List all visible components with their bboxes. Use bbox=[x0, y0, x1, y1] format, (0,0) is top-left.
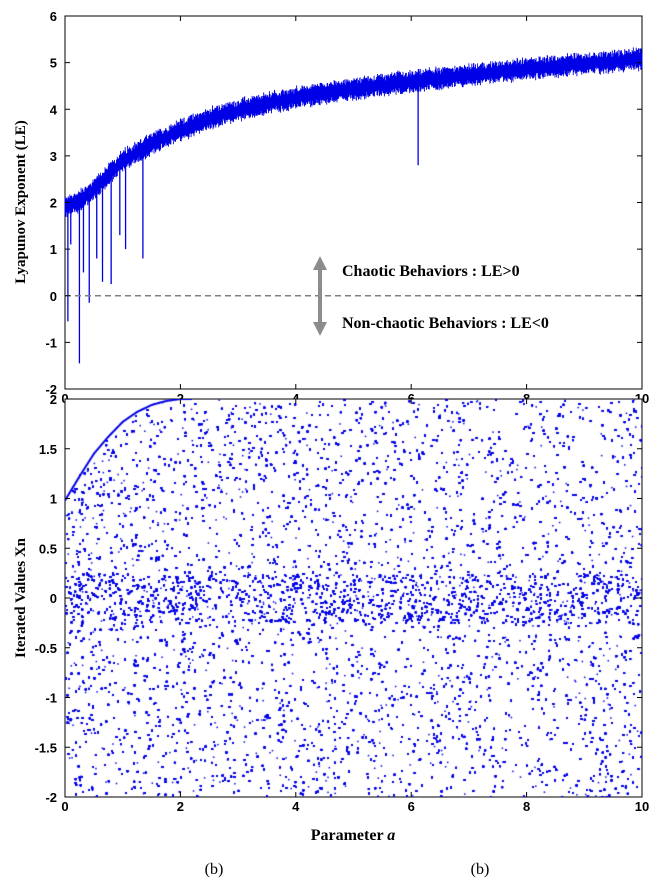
bifurcation-ylabel: Iterated Values Xn bbox=[13, 537, 29, 658]
bifurcation-ytick-label: -1 bbox=[45, 691, 57, 706]
bifurcation-ytick-label: 2 bbox=[50, 392, 57, 407]
bifurcation-ytick-label: -1.5 bbox=[35, 740, 57, 755]
bifurcation-xtick-label: 10 bbox=[635, 799, 649, 814]
bifurcation-scatter-canvas bbox=[65, 399, 642, 797]
lyapunov-marks bbox=[64, 47, 643, 364]
lyapunov-series-line bbox=[64, 47, 643, 218]
bifurcation-ticks: 0 2 4 6 8 10 -2 -1.5 -1 -0.5 0 0.5 1 1.5 2 bbox=[35, 392, 650, 814]
bifurcation-xtick-label: 6 bbox=[408, 799, 415, 814]
bifurcation-ytick-label: 1.5 bbox=[39, 442, 57, 457]
annotation-chaotic: Chaotic Behaviors : LE>0 bbox=[342, 263, 520, 280]
lyapunov-ytick-label: 2 bbox=[50, 196, 57, 211]
bifurcation-xlabel: Parameter a bbox=[311, 827, 396, 844]
lyapunov-plot-frame bbox=[64, 15, 643, 390]
bifurcation-scatter-points bbox=[65, 399, 642, 797]
lyapunov-ytick-label: 0 bbox=[50, 289, 57, 304]
bifurcation-marks bbox=[65, 399, 642, 797]
arrow-down-head bbox=[313, 322, 327, 336]
lyapunov-ytick-label: -1 bbox=[45, 335, 57, 350]
xlabel-text: Parameter bbox=[311, 827, 388, 844]
bifurcation-xtick-label: 0 bbox=[61, 799, 68, 814]
bifurcation-ytick-label: 0.5 bbox=[39, 541, 57, 556]
bifurcation-ytick-label: 1 bbox=[50, 492, 57, 507]
lyapunov-ytick-label: 5 bbox=[50, 56, 57, 71]
behavior-arrow bbox=[313, 256, 327, 336]
bifurcation-xtick-label: 8 bbox=[523, 799, 530, 814]
lyapunov-ytick-label: 6 bbox=[50, 9, 57, 24]
lyapunov-ytick-label: -2 bbox=[45, 382, 57, 397]
bifurcation-ytick-label: -2 bbox=[45, 790, 57, 805]
bifurcation-ytick-label: -0.5 bbox=[35, 641, 57, 656]
bifurcation-plot: 0 2 4 6 8 10 -2 -1.5 -1 -0.5 0 0.5 1 1.5 2 Iterated Va… bbox=[13, 392, 649, 844]
caption-right: (b) bbox=[471, 861, 490, 878]
lyapunov-ylabel: Lyapunov Exponent (LE) bbox=[13, 120, 29, 283]
bifurcation-xtick-label: 2 bbox=[177, 799, 184, 814]
caption-left: (b) bbox=[205, 861, 224, 878]
annotation-non-chaotic: Non-chaotic Behaviors : LE<0 bbox=[342, 315, 549, 332]
arrow-up-head bbox=[313, 256, 327, 270]
xlabel-variable: a bbox=[387, 827, 395, 844]
lyapunov-ytick-label: 4 bbox=[50, 102, 58, 117]
bifurcation-xtick-label: 4 bbox=[292, 799, 300, 814]
bifurcation-ytick-label: 0 bbox=[50, 591, 57, 606]
lyapunov-ytick-label: 3 bbox=[50, 149, 57, 164]
lyapunov-ytick-label: 1 bbox=[50, 242, 57, 257]
